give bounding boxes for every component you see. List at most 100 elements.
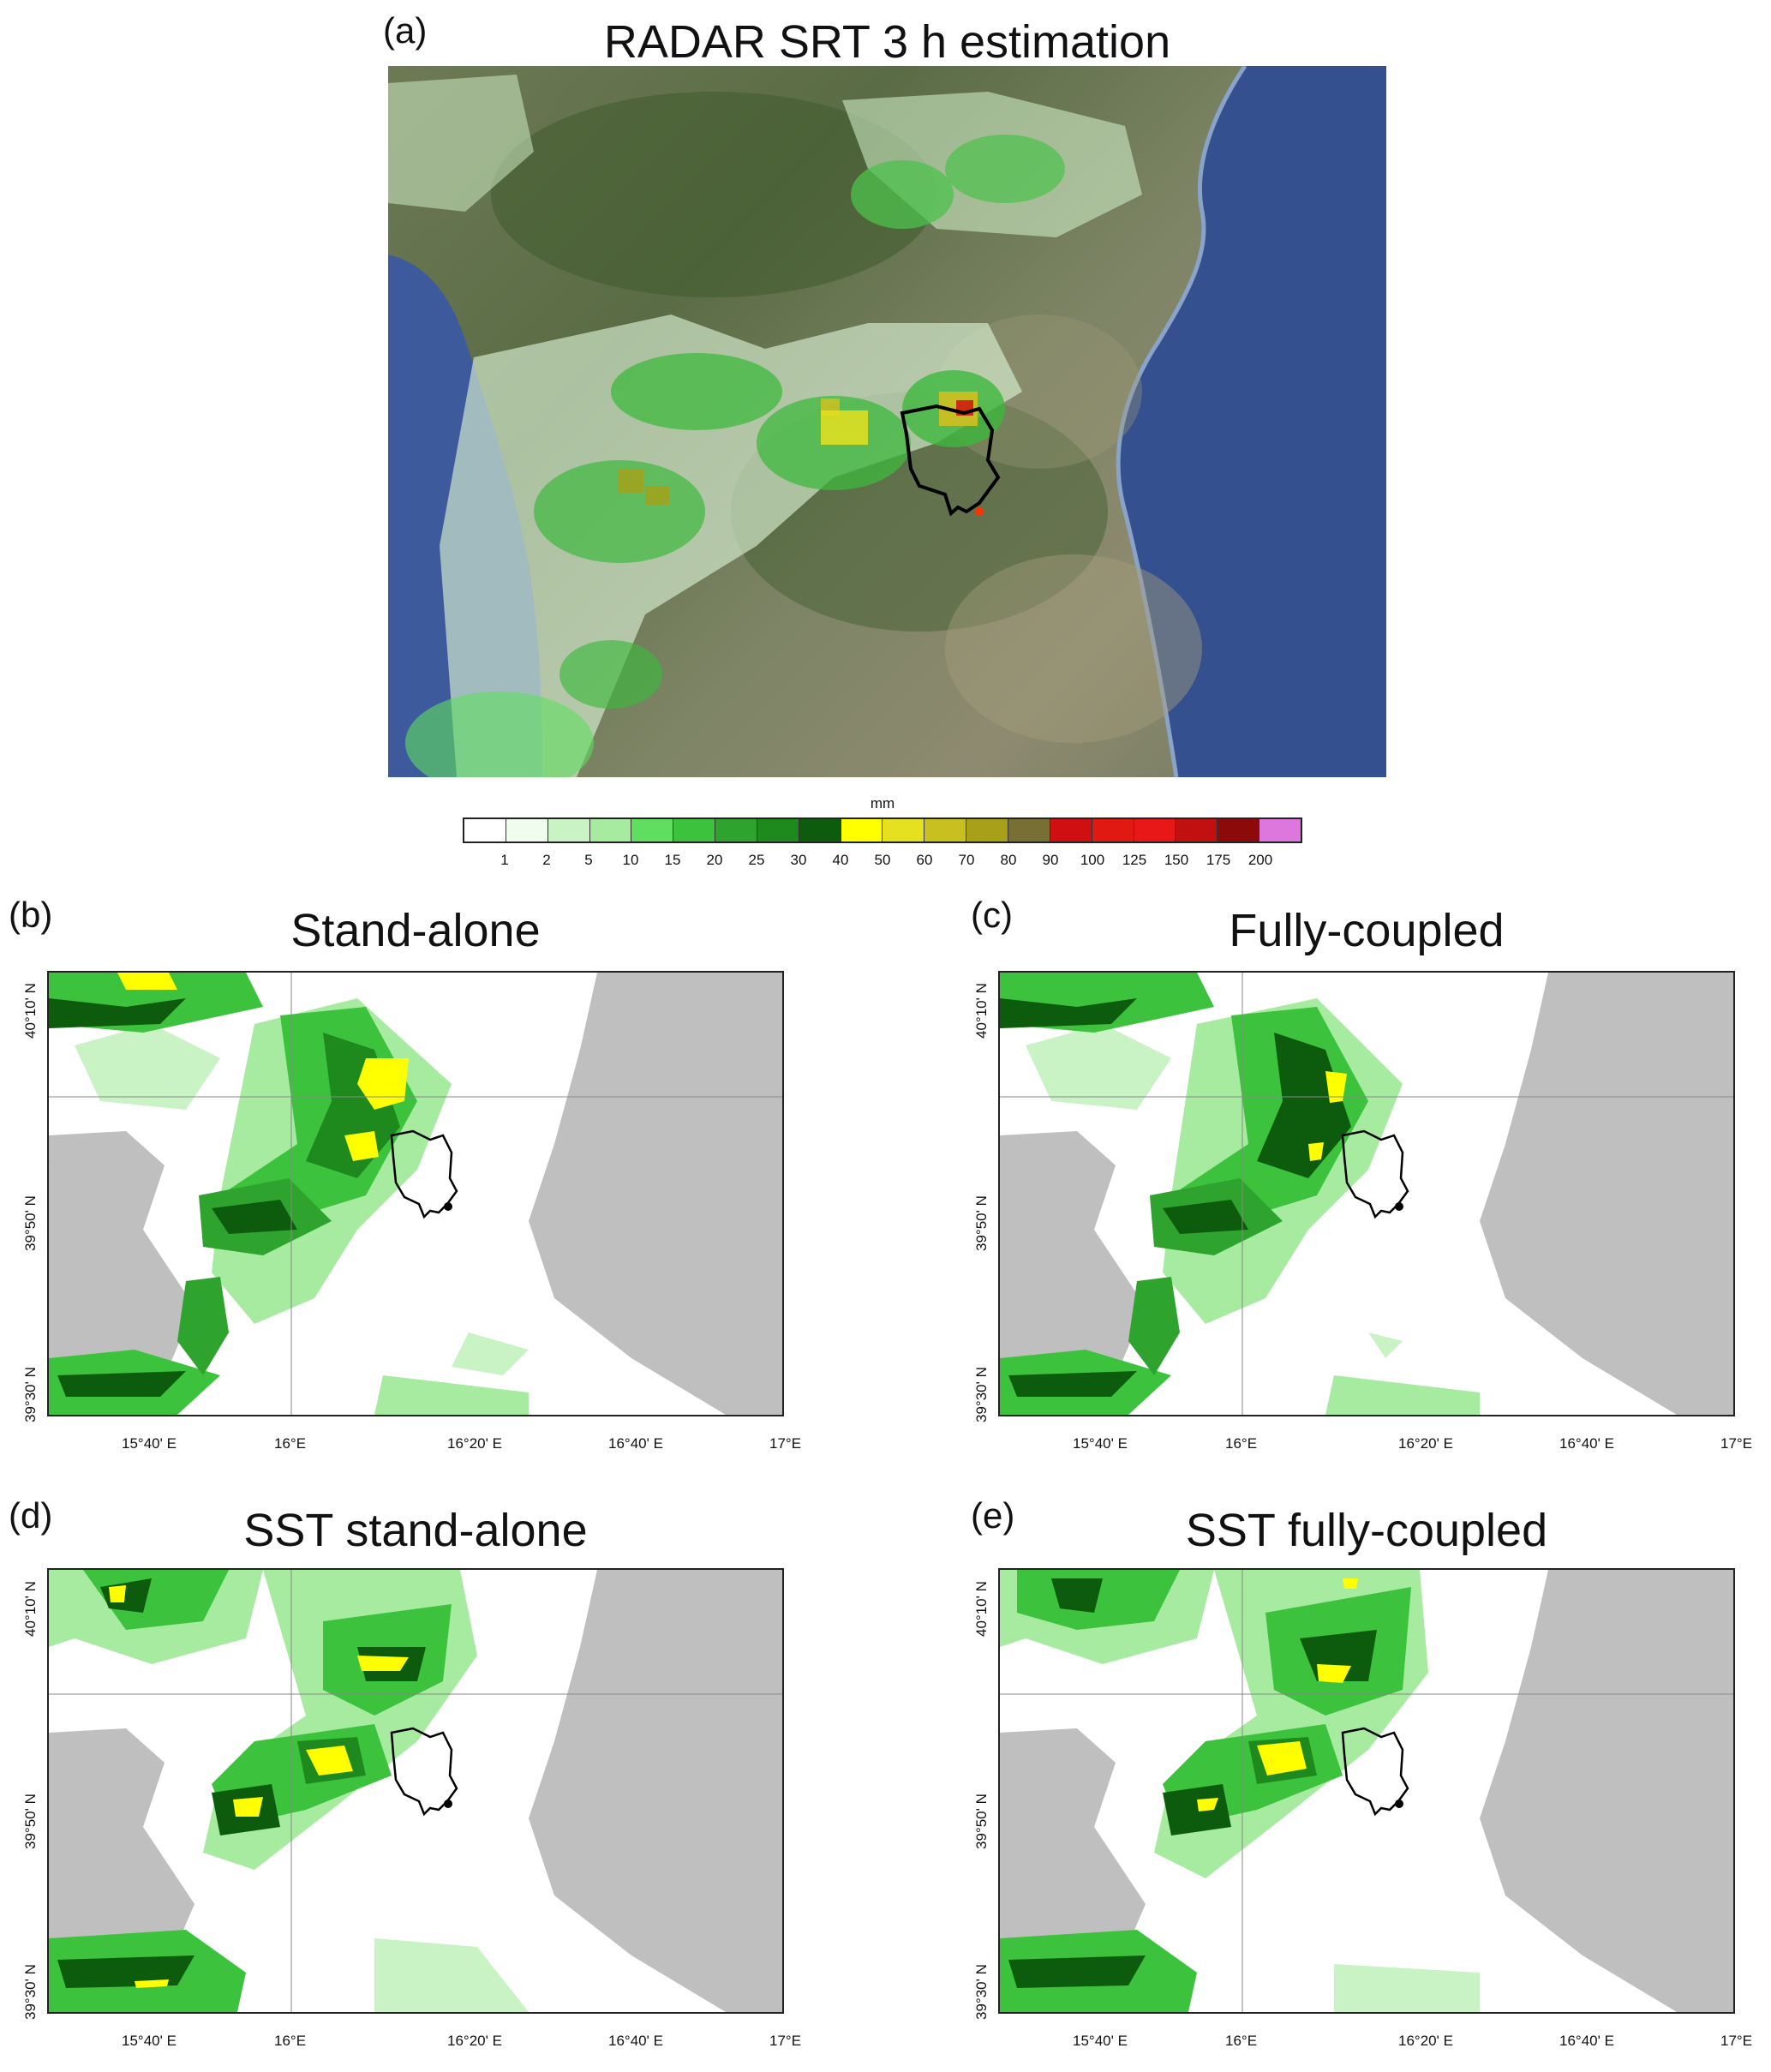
x-tick-label: 16°20' E xyxy=(447,2033,502,2049)
panel-e-title: SST fully-coupled xyxy=(1185,1505,1548,1556)
colorbar-swatch xyxy=(757,819,799,841)
y-tick-label: 40°10' N xyxy=(973,1581,990,1637)
colorbar-swatch xyxy=(673,819,716,841)
sea-east xyxy=(529,973,782,1415)
y-tick-label: 39°30' N xyxy=(22,1964,39,2020)
colorbar-swatch xyxy=(506,819,548,841)
x-tick-label: 17°E xyxy=(769,1435,802,1452)
colorbar-label: 50 xyxy=(874,852,891,868)
colorbar-label: 125 xyxy=(1122,852,1147,868)
colorbar-label: 5 xyxy=(584,852,593,868)
x-tick-label: 16°40' E xyxy=(1559,2033,1614,2049)
precip-field-c xyxy=(1000,973,1733,1415)
panel-a-letter: (a) xyxy=(383,10,428,51)
y-tick-label: 39°50' N xyxy=(22,1794,39,1849)
colorbar-unit: mm xyxy=(870,795,895,811)
colorbar-label: 175 xyxy=(1206,852,1231,868)
x-tick-label: 16°20' E xyxy=(1398,1435,1453,1452)
outlet-marker xyxy=(444,1202,452,1211)
catchment-outline xyxy=(390,1129,458,1219)
outlet-marker xyxy=(444,1800,452,1808)
precip-field-d xyxy=(49,1570,782,2012)
colorbar-swatch xyxy=(966,819,1008,841)
colorbar-swatch xyxy=(715,819,757,841)
y-tick-label: 39°50' N xyxy=(22,1195,39,1251)
model-map-b xyxy=(47,971,784,1416)
colorbar-swatch xyxy=(1218,819,1260,841)
catchment-outline xyxy=(1341,1129,1409,1219)
outlet-marker xyxy=(1395,1800,1403,1808)
panel-c-title: Fully-coupled xyxy=(1229,905,1505,956)
x-tick-label: 16°E xyxy=(274,1435,307,1452)
outlet-marker-a xyxy=(975,507,984,516)
y-tick-label: 40°10' N xyxy=(973,983,990,1039)
y-tick-label: 39°30' N xyxy=(22,1367,39,1422)
panel-c-letter: (c) xyxy=(971,895,1013,935)
x-tick-label: 17°E xyxy=(769,2033,802,2049)
colorbar-label: 60 xyxy=(916,852,933,868)
x-tick-label: 15°40' E xyxy=(122,2033,177,2049)
colorbar-swatch xyxy=(1050,819,1092,841)
colorbar-label: 200 xyxy=(1247,852,1273,868)
panel-a-title: RADAR SRT 3 h estimation xyxy=(603,16,1171,68)
colorbar-label: 70 xyxy=(958,852,975,868)
y-tick-label: 39°50' N xyxy=(973,1794,990,1849)
sea-west xyxy=(49,1131,194,1375)
y-tick-label: 39°30' N xyxy=(973,1964,990,2020)
colorbar-label: 30 xyxy=(790,852,807,868)
x-tick-label: 16°20' E xyxy=(1398,2033,1453,2049)
colorbar-swatch xyxy=(883,819,925,841)
colorbar-swatch xyxy=(1176,819,1218,841)
model-map-c xyxy=(998,971,1735,1416)
colorbar-swatch xyxy=(631,819,674,841)
y-tick-label: 40°10' N xyxy=(22,983,39,1039)
colorbar-swatch xyxy=(547,819,590,841)
colorbar-label: 150 xyxy=(1164,852,1189,868)
colorbar-label: 80 xyxy=(1000,852,1017,868)
panel-d-letter: (d) xyxy=(9,1495,53,1536)
colorbar-swatch xyxy=(1092,819,1134,841)
colorbar-swatch xyxy=(924,819,967,841)
ionian-sea xyxy=(1118,66,1386,777)
x-tick-label: 16°E xyxy=(274,2033,307,2049)
colorbar-swatch xyxy=(799,819,841,841)
panel-b-letter: (b) xyxy=(9,895,53,935)
catchment-outline-a xyxy=(900,404,1001,517)
colorbar-swatch xyxy=(464,819,506,841)
x-tick-label: 16°40' E xyxy=(608,1435,663,1452)
colorbar-label: 90 xyxy=(1042,852,1059,868)
x-tick-label: 16°E xyxy=(1225,2033,1258,2049)
outlet-marker xyxy=(1395,1202,1403,1211)
x-tick-label: 15°40' E xyxy=(1073,1435,1128,1452)
y-tick-label: 39°30' N xyxy=(973,1367,990,1422)
panel-e-letter: (e) xyxy=(971,1495,1015,1536)
x-tick-label: 16°40' E xyxy=(608,2033,663,2049)
x-tick-label: 15°40' E xyxy=(122,1435,177,1452)
precip-field-e xyxy=(1000,1570,1733,2012)
y-tick-label: 39°50' N xyxy=(973,1195,990,1251)
colorbar-swatch xyxy=(589,819,632,841)
colorbar-label: 2 xyxy=(542,852,551,868)
model-map-e xyxy=(998,1568,1735,2014)
colorbar-swatch xyxy=(1134,819,1176,841)
catchment-outline xyxy=(390,1727,458,1817)
colorbar-label: 15 xyxy=(664,852,681,868)
colorbar-label: 20 xyxy=(706,852,723,868)
panel-b-title: Stand-alone xyxy=(290,905,541,956)
colorbar-label: 1 xyxy=(500,852,509,868)
x-tick-label: 17°E xyxy=(1720,2033,1753,2049)
colorbar-label: 100 xyxy=(1080,852,1105,868)
x-tick-label: 15°40' E xyxy=(1073,2033,1128,2049)
colorbar-label: 40 xyxy=(832,852,849,868)
model-map-d xyxy=(47,1568,784,2014)
colorbar-label: 25 xyxy=(748,852,765,868)
satellite-map xyxy=(388,66,1386,777)
x-tick-label: 16°40' E xyxy=(1559,1435,1614,1452)
panel-d-title: SST stand-alone xyxy=(243,1505,588,1556)
precip-field-b xyxy=(49,973,782,1415)
colorbar xyxy=(463,817,1302,843)
colorbar-label: 10 xyxy=(622,852,639,868)
satellite-imagery xyxy=(388,66,1386,777)
catchment-outline xyxy=(1341,1727,1409,1817)
x-tick-label: 17°E xyxy=(1720,1435,1753,1452)
